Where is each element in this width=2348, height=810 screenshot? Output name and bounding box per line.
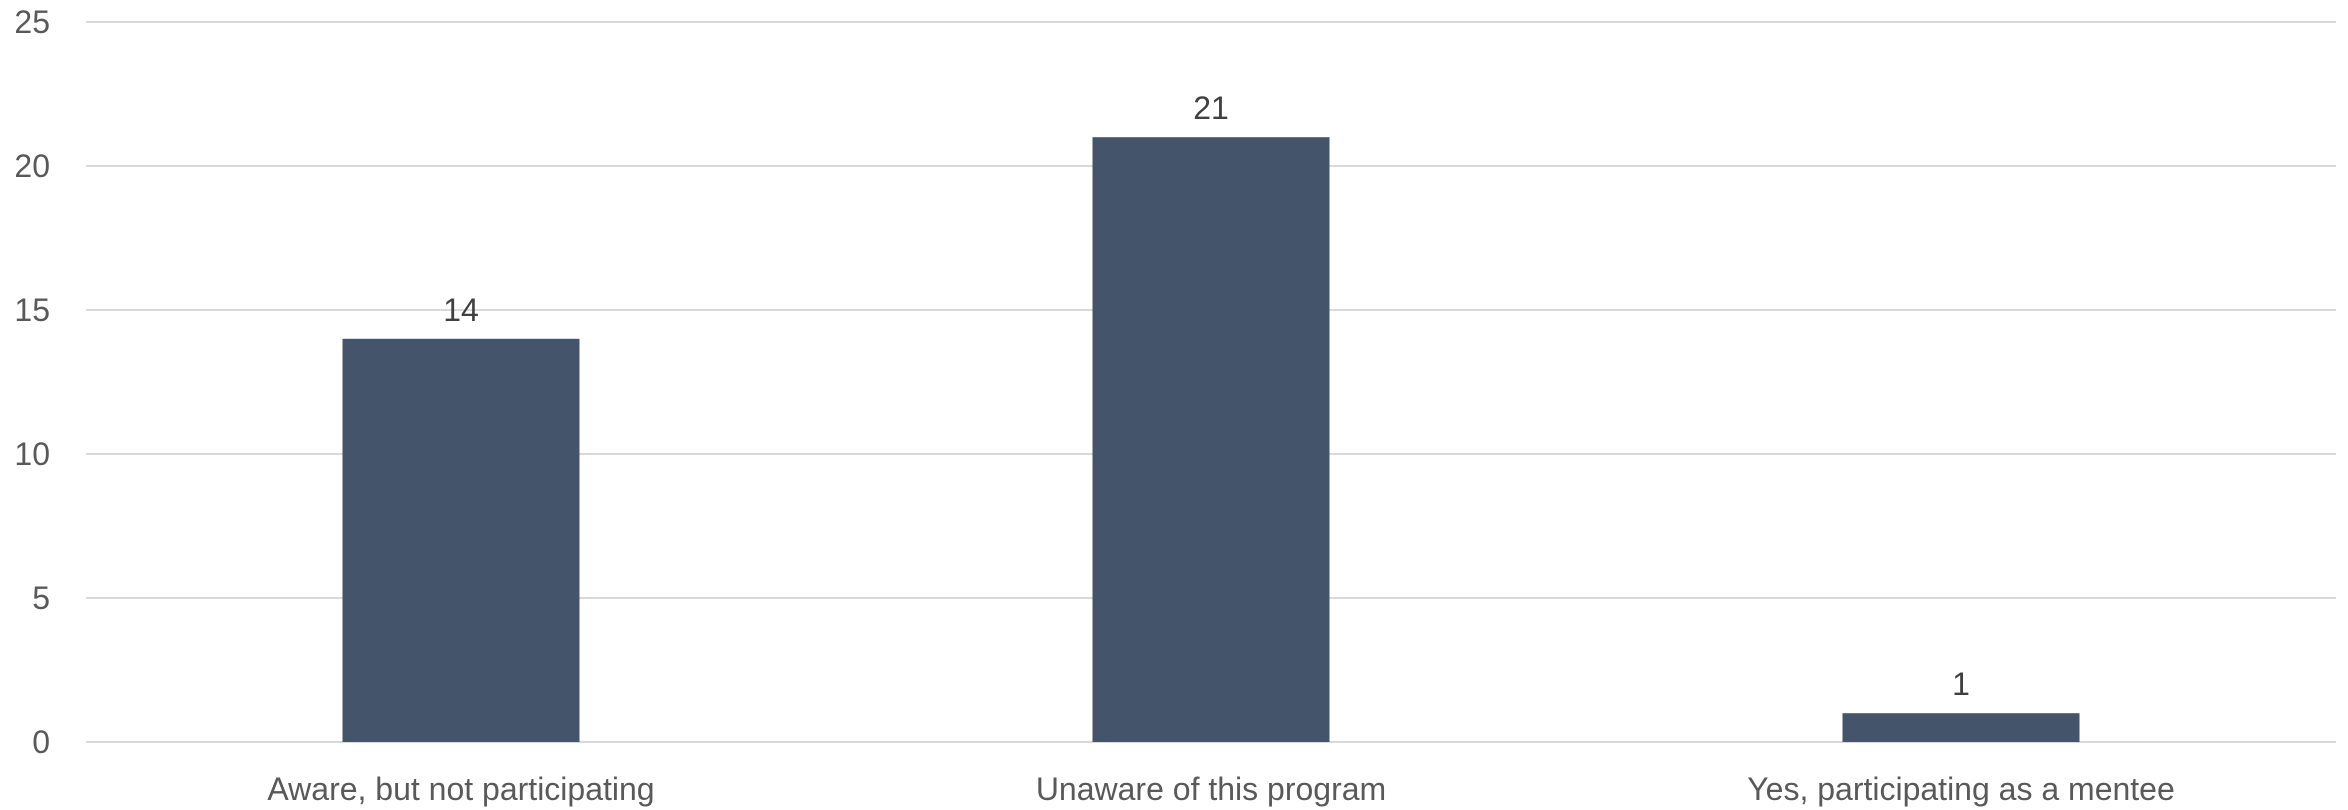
- bar-1: [1092, 137, 1330, 742]
- data-label-0: 14: [443, 292, 479, 328]
- y-axis-ticks: 0 5 10 15 20 25: [14, 4, 50, 760]
- data-label-2: 1: [1952, 666, 1970, 702]
- bar-0: [342, 338, 580, 742]
- y-tick-label: 0: [32, 724, 50, 760]
- y-tick-label: 10: [14, 436, 50, 472]
- data-label-1: 21: [1193, 90, 1229, 126]
- y-tick-label: 20: [14, 148, 50, 184]
- y-tick-label: 5: [32, 580, 50, 616]
- y-tick-label: 15: [14, 292, 50, 328]
- bars: [342, 137, 2080, 742]
- category-label-2: Yes, participating as a mentee: [1747, 771, 2175, 807]
- bar-2: [1842, 713, 2080, 742]
- x-axis-categories: Aware, but not participating Unaware of t…: [267, 771, 2174, 807]
- data-labels: 14 21 1: [443, 90, 1970, 702]
- category-label-0: Aware, but not participating: [267, 771, 654, 807]
- y-tick-label: 25: [14, 4, 50, 40]
- category-label-1: Unaware of this program: [1036, 771, 1386, 807]
